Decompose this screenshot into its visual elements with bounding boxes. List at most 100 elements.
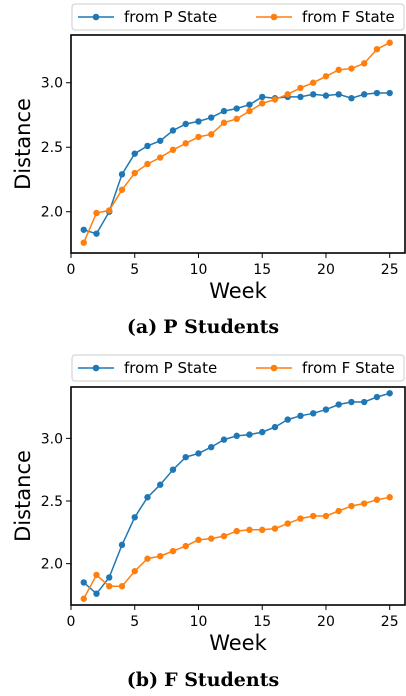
chart-a-y-tick-label-0: 2.0 xyxy=(41,205,63,221)
chart-a-series-1-point-17 xyxy=(297,84,304,92)
chart-b-series-0-point-7 xyxy=(169,466,177,473)
chart-a-series-1-point-0 xyxy=(80,239,87,246)
chart-a-series-1-line xyxy=(83,42,391,243)
chart-b-series-1-point-4 xyxy=(131,567,138,575)
chart-b-series-0-point-8 xyxy=(182,453,189,461)
chart-a-series-1-point-5 xyxy=(144,160,151,168)
chart-b-series-0-point-9 xyxy=(195,450,202,457)
chart-a-legend: from P State from F State xyxy=(71,3,405,31)
chart-b-series-0-point-17 xyxy=(297,412,304,420)
chart-a-legend-box xyxy=(71,3,405,31)
chart-a-x-tick-label-4: 20 xyxy=(317,262,335,278)
chart-a-x-tick-label-5: 25 xyxy=(381,262,399,278)
chart-a-caption-label: (a) xyxy=(126,316,158,338)
chart-b-series-0-point-0 xyxy=(80,579,87,586)
chart-b-series-0-point-1 xyxy=(93,590,100,597)
chart-panel-b: from P State from F State 0 5 10 15 20 25 2.0 2.5… xyxy=(0,350,406,696)
chart-b-y-tick-label-1: 2.5 xyxy=(41,494,63,510)
chart-a-series-1-point-10 xyxy=(208,131,215,138)
chart-b-caption: (b) F Students xyxy=(0,669,406,691)
chart-a-series-1-point-3 xyxy=(118,186,126,193)
chart-a-series-0-point-23 xyxy=(373,89,381,97)
chart-a-series-0-point-10 xyxy=(208,114,215,121)
chart-a-y-tick-label-2: 3.0 xyxy=(41,76,63,92)
chart-b-series-1-point-5 xyxy=(144,555,151,562)
chart-b-series-1-point-22 xyxy=(361,500,368,507)
chart-b-series-1-point-16 xyxy=(284,520,291,527)
chart-a-x-axis-label: Week xyxy=(209,279,267,303)
chart-b-series-0-point-4 xyxy=(131,514,138,521)
chart-a-series-0-line xyxy=(83,92,390,235)
chart-b-legend-swatch-marker-0 xyxy=(92,364,100,372)
chart-b-series-0-point-5 xyxy=(144,494,151,501)
chart-b-series-1-point-9 xyxy=(195,536,202,544)
chart-b-x-tick-label-3: 15 xyxy=(253,614,271,630)
chart-b-svg: from P State from F State 0 5 10 15 20 25 2.0 2.5… xyxy=(11,354,406,655)
chart-a-series-1-point-1 xyxy=(93,209,100,217)
chart-b-series-1-point-11 xyxy=(220,532,228,540)
chart-b-series-1-point-1 xyxy=(93,571,100,579)
chart-a-series-0-point-8 xyxy=(182,120,189,128)
chart-b-series-1-point-14 xyxy=(259,526,266,534)
chart-b-legend-label-0: from P State xyxy=(124,359,217,377)
chart-b-series-0-point-20 xyxy=(335,401,342,408)
chart-b-series-1 xyxy=(80,494,393,602)
chart-a-series-0-point-9 xyxy=(195,118,202,125)
chart-b-legend-box xyxy=(71,354,405,382)
chart-a-series-0-point-14 xyxy=(259,93,266,101)
chart-b-y-tick-label-0: 2.0 xyxy=(41,557,63,573)
chart-b-series-0-point-16 xyxy=(284,416,291,423)
chart-b-series-0-point-2 xyxy=(106,574,113,581)
chart-b-series-1-line xyxy=(83,496,390,600)
chart-a-plot-frame xyxy=(70,34,406,254)
chart-a-series-1-point-13 xyxy=(246,107,253,115)
chart-b-series-1-point-0 xyxy=(80,595,87,602)
chart-a-series-0-point-20 xyxy=(335,91,342,98)
chart-b-legend-swatch-marker-1 xyxy=(270,364,278,372)
chart-b-series-1-point-3 xyxy=(118,583,126,590)
chart-b-series-1-point-12 xyxy=(233,527,240,535)
chart-a-legend-label-1: from F State xyxy=(302,8,395,26)
chart-a-series-0-point-3 xyxy=(118,171,126,178)
chart-b-series-1-point-19 xyxy=(322,512,330,520)
chart-b-series-1-point-18 xyxy=(310,512,317,520)
chart-b-series-0-point-24 xyxy=(386,390,393,397)
chart-a-x-tick-label-1: 5 xyxy=(130,262,139,278)
chart-b-y-tick-label-2: 3.0 xyxy=(41,431,63,447)
chart-a-caption-title: P Students xyxy=(163,316,280,338)
chart-b-x-tick-label-1: 5 xyxy=(130,614,139,630)
chart-b-series-0-point-12 xyxy=(233,432,240,440)
chart-b-series-1-point-15 xyxy=(271,525,279,532)
chart-b-series-0-point-6 xyxy=(157,481,164,488)
chart-a-series-0-point-21 xyxy=(348,95,355,102)
chart-b-series-0-point-23 xyxy=(373,393,381,401)
chart-b-caption-title: F Students xyxy=(164,669,280,691)
chart-b-series-1-point-10 xyxy=(208,535,215,542)
chart-a-series-0-point-22 xyxy=(361,91,368,98)
chart-b-series-1-point-6 xyxy=(157,552,164,560)
chart-b-y-axis-label: Distance xyxy=(11,450,35,542)
chart-a-series-1 xyxy=(80,39,393,246)
chart-a-series-0-point-6 xyxy=(157,137,164,144)
chart-b-series-0-point-18 xyxy=(310,410,317,417)
chart-a-series-0-point-18 xyxy=(310,91,317,98)
chart-a-series-1-point-15 xyxy=(271,96,279,103)
chart-a-series-0 xyxy=(80,89,393,237)
chart-b-series-1-point-24 xyxy=(386,494,393,501)
chart-a-x-tick-label-0: 0 xyxy=(67,262,76,278)
chart-a-series-1-point-2 xyxy=(106,207,113,214)
chart-a-y-axis-label: Distance xyxy=(11,98,35,190)
chart-a-series-1-point-23 xyxy=(373,45,381,53)
chart-b-series-0-line xyxy=(83,392,390,595)
chart-b-x-tick-label-4: 20 xyxy=(317,614,335,630)
chart-a-legend-swatch-marker-1 xyxy=(270,13,278,21)
chart-a-series-0-point-1 xyxy=(93,230,100,237)
chart-a-legend-swatch-marker-0 xyxy=(92,13,100,21)
chart-a-series-1-point-19 xyxy=(322,73,330,80)
chart-panel-a: from P State from F State 0 5 10 15 20 25 2.0 2.5… xyxy=(11,3,406,338)
chart-a-series-0-point-7 xyxy=(169,127,177,134)
chart-a-series-0-point-24 xyxy=(386,89,393,97)
chart-a-x-tick-label-2: 10 xyxy=(190,262,208,278)
chart-a-series-0-point-5 xyxy=(144,142,151,150)
chart-b-plot-frame xyxy=(70,386,406,606)
